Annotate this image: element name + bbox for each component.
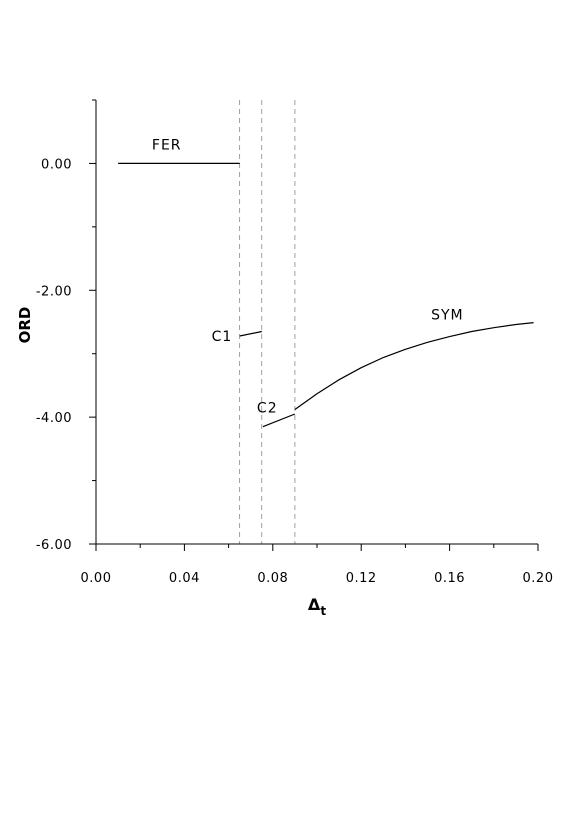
series-line-c2 xyxy=(262,413,296,428)
phase-boundary-lines xyxy=(239,100,296,544)
x-tick-label: 0.16 xyxy=(434,571,465,586)
series-line-c1 xyxy=(239,330,262,337)
series-label-fer: FER xyxy=(152,137,182,153)
y-axis-label: ORD xyxy=(16,307,34,344)
series-line-sym xyxy=(294,322,534,410)
x-tick-label: 0.20 xyxy=(523,571,554,586)
x-tick-label: 0.04 xyxy=(169,571,200,586)
series-label-c2: C2 xyxy=(257,401,278,417)
x-axis-label: Δt xyxy=(308,595,326,618)
series-lines xyxy=(118,162,534,428)
y-ticks: 0.00 -2.00 -4.00 -6.00 xyxy=(36,99,96,553)
y-tick-label: -4.00 xyxy=(36,411,72,426)
series-labels: FER C1 C2 SYM xyxy=(152,137,464,417)
y-tick-label: -6.00 xyxy=(36,538,72,553)
y-tick-label: -2.00 xyxy=(36,284,72,299)
x-tick-label: 0.12 xyxy=(346,571,377,586)
y-tick-label: 0.00 xyxy=(41,157,72,172)
axes: 0.00 0.04 0.08 0.12 0.16 0.20 0.00 -2.00 -4.00 -… xyxy=(36,99,554,586)
x-tick-label: 0.00 xyxy=(81,571,112,586)
x-ticks: 0.00 0.04 0.08 0.12 0.16 0.20 xyxy=(81,544,554,586)
x-axis-label-subscript: t xyxy=(320,604,326,618)
x-axis-label-main: Δ xyxy=(308,595,321,614)
series-label-c1: C1 xyxy=(212,329,233,345)
series-label-sym: SYM xyxy=(431,307,464,323)
x-tick-label: 0.08 xyxy=(257,571,288,586)
